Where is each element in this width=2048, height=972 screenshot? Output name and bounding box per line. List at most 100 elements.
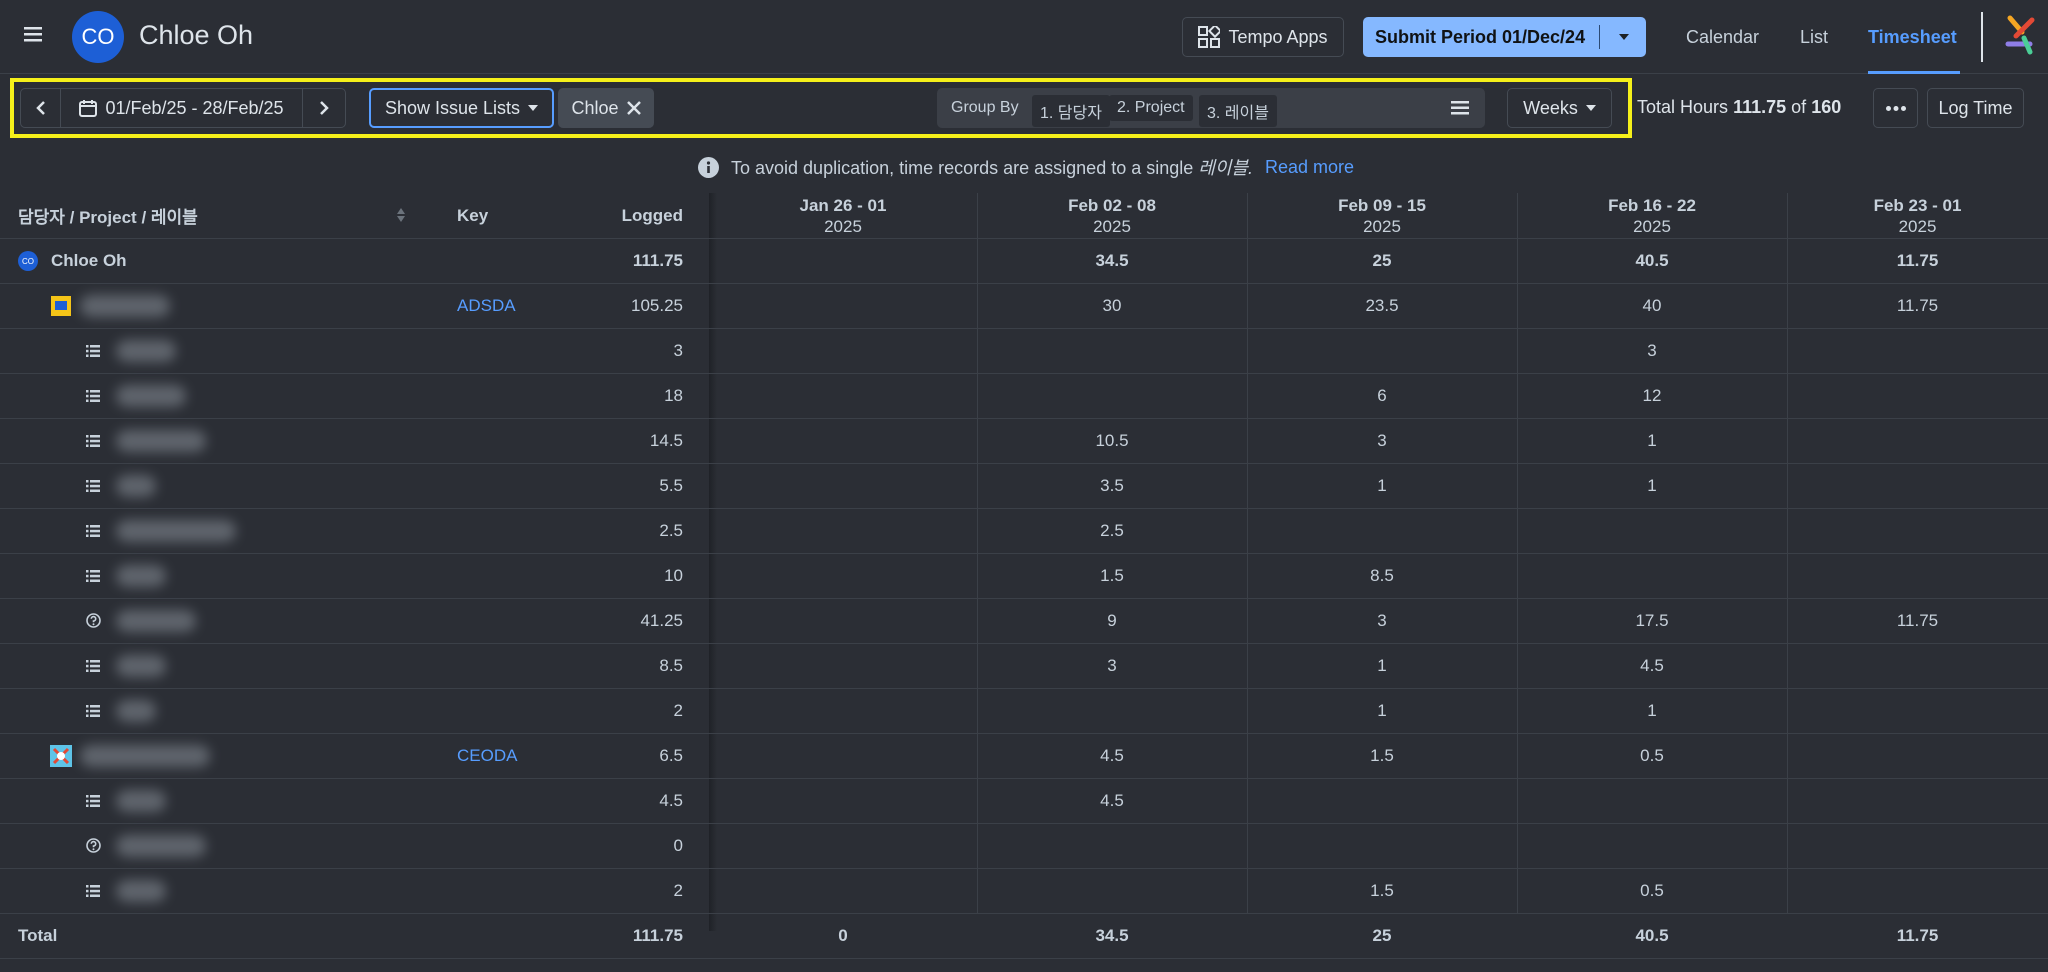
tempo-apps-label: Tempo Apps	[1228, 26, 1328, 47]
of: of	[1791, 97, 1807, 117]
row-divider	[0, 598, 2048, 599]
logged-cell: 2	[673, 700, 683, 720]
hours-cell	[977, 688, 1247, 733]
hours-cell	[709, 508, 977, 553]
group-chip: 3. 레이블	[1199, 95, 1277, 127]
hours-cell	[709, 598, 977, 643]
svg-text:CO: CO	[22, 257, 34, 266]
hours-cell	[709, 463, 977, 508]
logged-cell: 4.5	[659, 790, 683, 810]
hours-cell	[977, 868, 1247, 913]
hours-cell: 25	[1372, 925, 1392, 945]
logo	[2005, 15, 2035, 55]
menu-icon[interactable]	[24, 26, 42, 42]
hours-cell	[1247, 823, 1517, 868]
redacted-name	[116, 565, 166, 587]
submit-button[interactable]: Submit Period 01/Dec/24	[1363, 17, 1646, 57]
redacted-name	[116, 700, 156, 722]
logged-cell: 111.75	[632, 925, 683, 945]
row-icon	[86, 508, 100, 553]
row-divider	[0, 823, 2048, 824]
read-more[interactable]: Read more	[1264, 156, 1355, 177]
row-icon	[86, 598, 101, 643]
hours-cell: 4.5	[1100, 745, 1124, 765]
apps-icon	[1198, 26, 1221, 48]
week-year: 2025	[1898, 216, 1937, 236]
week-year: 2025	[1633, 216, 1671, 236]
hours-cell: 1	[1647, 430, 1657, 450]
avatar[interactable]: CO	[72, 11, 124, 63]
caret	[1619, 34, 1629, 40]
view-label: Weeks	[1523, 97, 1578, 118]
hours-cell: 3.5	[1100, 475, 1124, 495]
hours-cell: 40.5	[1635, 925, 1669, 945]
view-select[interactable]: Weeks	[1507, 88, 1612, 128]
logged-cell: 5.5	[659, 475, 683, 495]
row-icon	[86, 868, 100, 913]
user-name: Chloe Oh	[139, 20, 254, 50]
redacted-name	[116, 430, 206, 452]
log-time-button[interactable]: Log Time	[1927, 88, 2024, 128]
nav-timesheet[interactable]: Timesheet	[1868, 27, 1957, 47]
capacity: 160	[1811, 97, 1842, 117]
hours-cell: 11.75	[1896, 925, 1939, 945]
week-year: 2025	[1363, 216, 1401, 236]
show-issue-lists[interactable]: Show Issue Lists	[369, 88, 554, 128]
row-divider	[0, 463, 2048, 464]
period-label: 01/Feb/25 - 28/Feb/25	[105, 97, 284, 118]
row-divider	[0, 778, 2048, 779]
row-divider	[0, 958, 2048, 959]
logged-cell: 111.75	[632, 250, 683, 270]
week-range: Feb 16 - 22	[1608, 195, 1696, 215]
filter-label: Chloe	[571, 97, 619, 118]
hours-cell: 6	[1377, 385, 1387, 405]
toolbar: 01/Feb/25 - 28/Feb/25 Show Issue Lists C…	[0, 74, 2048, 136]
hours-cell	[1247, 328, 1517, 373]
hours-cell	[709, 283, 977, 328]
nav-calendar[interactable]: Calendar	[1686, 27, 1760, 47]
row-divider	[0, 868, 2048, 869]
hours-cell	[709, 868, 977, 913]
more-button[interactable]	[1873, 88, 1918, 128]
hours-cell: 1	[1377, 700, 1387, 720]
redacted-name	[116, 655, 166, 677]
group-by[interactable]: Group By 1. 담당자 2. Project 3. 레이블	[937, 88, 1485, 128]
hours-cell	[709, 823, 977, 868]
key-link[interactable]: CEODA	[457, 745, 518, 765]
nav-list[interactable]: List	[1800, 27, 1829, 47]
redacted-name	[116, 880, 166, 902]
row-icon	[86, 328, 100, 373]
hours-cell: 8.5	[1370, 565, 1394, 585]
next-button[interactable]	[302, 88, 346, 128]
hours-cell: 11.75	[1896, 295, 1939, 315]
logged-cell: 0	[673, 835, 683, 855]
hours-cell	[1787, 373, 2048, 418]
calendar-icon	[79, 100, 98, 117]
hours-cell	[709, 418, 977, 463]
hours-cell	[1787, 823, 2048, 868]
row-divider	[0, 643, 2048, 644]
key-link[interactable]: ADSDA	[457, 295, 516, 315]
period-picker[interactable]: 01/Feb/25 - 28/Feb/25	[60, 88, 303, 128]
logged-cell: 10	[664, 565, 683, 585]
hours-cell	[1517, 553, 1787, 598]
logged-cell: 14.5	[649, 430, 683, 450]
tempo-apps-button[interactable]: Tempo Apps	[1182, 17, 1344, 57]
hours-cell: 1.5	[1370, 880, 1394, 900]
week-range: Feb 02 - 08	[1068, 195, 1156, 215]
row-divider	[0, 553, 2048, 554]
hours-cell: 34.5	[1095, 250, 1129, 270]
total-hours: Total Hours 111.75 of 160	[1637, 97, 1841, 118]
week-header: Feb 23 - 01 2025	[1787, 193, 2048, 238]
redacted-name	[80, 295, 170, 317]
filter-chip[interactable]: Chloe	[558, 88, 654, 128]
row-divider	[0, 688, 2048, 689]
hours-cell	[977, 823, 1247, 868]
hours-cell: 3	[1647, 340, 1657, 360]
redacted-name	[116, 610, 196, 632]
hours-cell: 12	[1642, 385, 1662, 405]
week-range: Jan 26 - 01	[799, 195, 887, 215]
hours-cell: 17.5	[1635, 610, 1669, 630]
prev-button[interactable]	[20, 88, 60, 128]
